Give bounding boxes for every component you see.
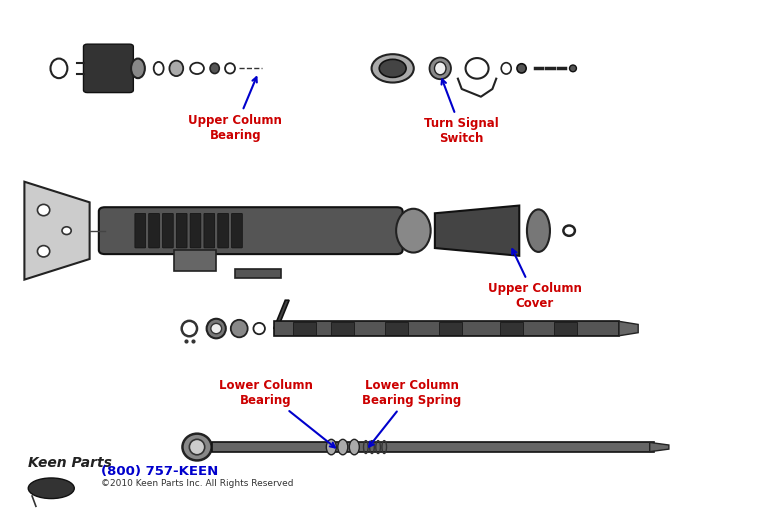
Ellipse shape <box>527 209 550 252</box>
Bar <box>274 321 619 336</box>
Bar <box>236 269 281 278</box>
Ellipse shape <box>189 439 205 455</box>
Text: Upper Column
Cover: Upper Column Cover <box>487 249 581 310</box>
FancyBboxPatch shape <box>149 213 159 248</box>
Polygon shape <box>274 300 289 328</box>
Ellipse shape <box>211 323 222 334</box>
Ellipse shape <box>517 64 526 73</box>
Ellipse shape <box>372 54 413 82</box>
Polygon shape <box>619 321 638 336</box>
Bar <box>385 322 408 335</box>
Text: (800) 757-KEEN: (800) 757-KEEN <box>101 465 219 478</box>
Text: Keen Parts: Keen Parts <box>28 456 112 470</box>
Text: Upper Column
Bearing: Upper Column Bearing <box>189 77 283 142</box>
Text: Turn Signal
Switch: Turn Signal Switch <box>424 79 499 146</box>
Text: Lower Column
Bearing: Lower Column Bearing <box>219 379 335 448</box>
Ellipse shape <box>38 246 50 257</box>
Bar <box>331 322 354 335</box>
Ellipse shape <box>169 61 183 76</box>
Ellipse shape <box>338 439 348 455</box>
FancyBboxPatch shape <box>162 213 173 248</box>
Bar <box>439 322 462 335</box>
Ellipse shape <box>131 59 145 78</box>
Ellipse shape <box>28 478 74 499</box>
Polygon shape <box>650 442 669 452</box>
Bar <box>293 322 316 335</box>
Ellipse shape <box>182 434 212 461</box>
Bar <box>213 442 654 452</box>
FancyBboxPatch shape <box>218 213 229 248</box>
Ellipse shape <box>380 60 406 77</box>
Ellipse shape <box>396 209 430 253</box>
FancyBboxPatch shape <box>176 213 187 248</box>
Ellipse shape <box>570 65 577 71</box>
FancyBboxPatch shape <box>190 213 201 248</box>
FancyBboxPatch shape <box>135 213 146 248</box>
Bar <box>554 322 577 335</box>
Text: ©2010 Keen Parts Inc. All Rights Reserved: ©2010 Keen Parts Inc. All Rights Reserve… <box>101 479 293 488</box>
Ellipse shape <box>231 320 248 337</box>
Bar <box>500 322 523 335</box>
FancyBboxPatch shape <box>99 207 403 254</box>
FancyBboxPatch shape <box>232 213 243 248</box>
Polygon shape <box>174 250 216 270</box>
Ellipse shape <box>434 62 446 75</box>
Ellipse shape <box>350 439 360 455</box>
FancyBboxPatch shape <box>83 44 133 93</box>
Ellipse shape <box>62 227 71 235</box>
FancyBboxPatch shape <box>204 213 215 248</box>
Ellipse shape <box>206 319 226 338</box>
Ellipse shape <box>326 439 336 455</box>
Text: Lower Column
Bearing Spring: Lower Column Bearing Spring <box>362 379 461 447</box>
Polygon shape <box>435 206 519 256</box>
Ellipse shape <box>210 63 219 74</box>
Ellipse shape <box>38 205 50 215</box>
Polygon shape <box>25 182 89 280</box>
Ellipse shape <box>430 57 451 79</box>
